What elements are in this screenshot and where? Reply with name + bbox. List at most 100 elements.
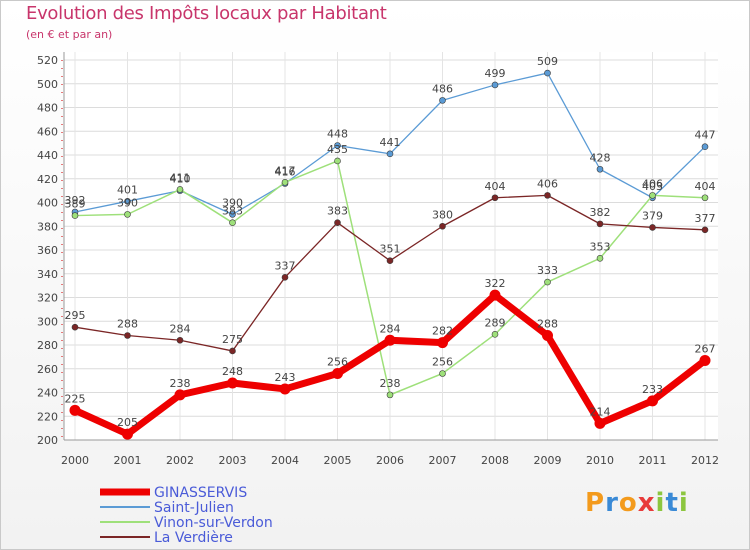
data-label: 256 [432,356,453,369]
data-label: 383 [327,205,348,218]
data-label: 411 [170,171,191,184]
data-point [69,404,81,416]
legend-label: GINASSERVIS [154,485,247,501]
y-tick-label: 460 [37,125,58,138]
data-label: 389 [65,198,86,211]
data-label: 353 [590,240,611,253]
y-tick-label: 280 [37,339,58,352]
x-tick-label: 2003 [219,454,247,467]
y-tick-label: 240 [37,387,58,400]
data-label: 256 [327,356,348,369]
data-point [227,377,238,389]
data-label: 410 [170,173,191,186]
data-label: 447 [695,129,716,142]
data-label: 379 [642,209,663,222]
legend-label: Saint-Julien [154,500,234,516]
data-point [439,97,446,104]
data-label: 416 [275,166,296,179]
data-point [491,194,499,202]
data-point [542,330,553,341]
data-point [334,142,341,149]
data-point [124,198,131,205]
data-point [229,219,236,226]
data-point [491,331,499,338]
x-tick-label: 2011 [639,454,667,467]
data-point [701,143,709,150]
data-label: 288 [537,318,558,331]
data-point [439,222,446,230]
data-point [594,417,606,429]
data-point [279,383,291,395]
data-point [122,428,133,440]
data-point [229,347,236,355]
data-label: 238 [380,377,401,390]
data-label: 404 [695,180,716,193]
data-point [334,219,341,226]
y-tick-label: 300 [37,315,58,328]
data-label: 406 [642,177,663,190]
chart-title: Evolution des Impôts locaux par Habitant [26,3,387,24]
data-label: 403 [642,180,663,193]
proxiti-logo: Proxiti [585,488,689,518]
data-point [386,391,394,399]
data-label: 392 [65,194,86,207]
data-point [124,332,131,339]
data-label: 282 [432,325,453,338]
data-point [71,212,79,219]
data-point [701,194,709,202]
x-tick-label: 2006 [376,454,404,467]
data-point [544,69,551,77]
data-label: 288 [117,318,138,331]
data-label: 417 [275,164,296,177]
data-label: 406 [537,177,558,190]
y-tick-label: 360 [37,244,58,257]
data-label: 428 [590,151,611,164]
data-point [649,192,656,199]
data-label: 214 [590,405,611,418]
data-label: 380 [432,208,453,221]
x-tick-label: 2010 [586,454,614,467]
data-label: 238 [170,377,191,390]
y-tick-label: 380 [37,220,58,233]
legend-label: La Verdière [154,530,233,546]
x-tick-label: 2012 [691,454,719,467]
y-tick-label: 200 [37,434,58,447]
x-tick-label: 2008 [481,454,509,467]
y-tick-label: 500 [37,78,58,91]
data-label: 225 [65,392,86,405]
y-tick-label: 400 [37,197,58,210]
data-label: 486 [432,82,453,95]
x-tick-label: 2007 [429,454,457,467]
plot-area [64,52,718,440]
data-point [596,255,604,262]
data-label: 333 [537,264,558,277]
data-point [176,186,184,193]
data-point [176,336,184,344]
data-point [386,150,394,158]
data-label: 289 [485,316,506,329]
x-tick-label: 2002 [166,454,194,467]
data-label: 284 [380,322,401,335]
x-tick-label: 2005 [324,454,352,467]
chart-subtitle: (en € et par an) [26,28,113,41]
x-tick-label: 2001 [114,454,142,467]
data-point [281,179,289,186]
y-tick-label: 440 [37,149,58,162]
data-point [229,211,236,218]
data-point [699,354,711,366]
data-label: 377 [695,212,716,225]
data-point [596,165,604,173]
data-label: 401 [117,183,138,196]
data-point [332,368,343,379]
data-label: 499 [485,67,506,80]
data-label: 233 [642,383,663,396]
data-point [124,211,131,218]
data-point [544,192,551,199]
data-label: 295 [65,309,86,322]
data-label: 509 [537,55,558,68]
data-label: 337 [275,259,296,272]
y-tick-label: 520 [37,54,58,67]
data-label: 205 [117,416,138,429]
data-label: 404 [485,180,506,193]
